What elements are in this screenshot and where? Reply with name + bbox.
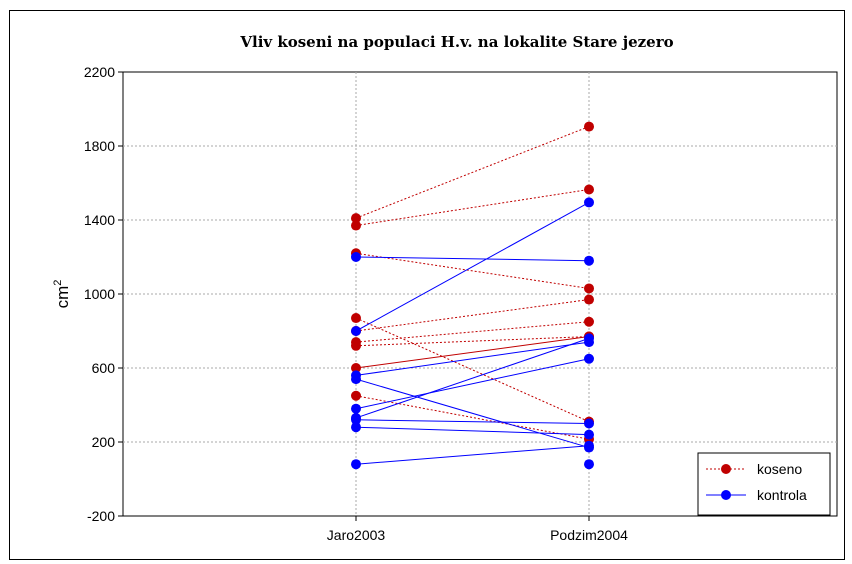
series-lines	[355, 126, 590, 465]
kontrola-data-point	[584, 353, 594, 364]
chart-title: Vliv koseni na populaci H.v. na lokalite…	[239, 33, 673, 51]
y-axis-ticks: -200 200 600 1000 1400 1800 2200	[84, 64, 123, 524]
y-axis-label-superscript: 2	[52, 280, 64, 286]
koseno-series-line	[355, 299, 590, 332]
kontrola-series-line	[355, 341, 590, 376]
kontrola-data-point	[351, 252, 361, 262]
koseno-data-point	[351, 220, 361, 231]
koseno-series-line	[355, 188, 590, 227]
koseno-solid-data-point	[351, 363, 361, 373]
koseno-data-point	[584, 283, 594, 294]
koseno-series-line	[355, 395, 590, 440]
koseno-data-point	[351, 390, 361, 401]
koseno-series-line	[355, 126, 590, 219]
kontrola-data-point	[584, 459, 594, 470]
x-axis-ticks: Jaro2003 Podzim2004	[327, 516, 628, 543]
y-tick-label: 1400	[84, 212, 115, 228]
gridlines	[123, 72, 837, 516]
koseno-data-point	[351, 213, 361, 224]
legend: koseno kontrola	[697, 452, 831, 516]
koseno-series-line	[355, 336, 590, 347]
kontrola-series-line	[355, 445, 590, 465]
kontrola-data-point	[584, 255, 594, 266]
y-tick-label: 1800	[84, 138, 115, 154]
koseno-series-line	[355, 252, 590, 289]
kontrola-data-point	[584, 440, 594, 451]
legend-koseno-marker	[721, 464, 731, 474]
kontrola-data-point	[584, 333, 594, 344]
y-axis-label: cm2	[52, 280, 72, 309]
kontrola-data-point	[351, 326, 361, 336]
x-tick-label: Jaro2003	[327, 527, 386, 543]
legend-kontrola-marker	[721, 490, 731, 500]
koseno-data-point	[351, 340, 361, 351]
legend-box	[697, 452, 831, 516]
kontrola-data-point	[351, 403, 361, 414]
kontrola-data-point	[351, 414, 361, 425]
koseno-solid-series-line	[355, 336, 590, 369]
koseno-data-point	[584, 316, 594, 327]
kontrola-data-point	[584, 418, 594, 429]
y-tick-label: 200	[92, 434, 116, 450]
kontrola-series-line	[355, 378, 590, 449]
y-tick-label: 2200	[84, 64, 115, 80]
kontrola-data-point	[351, 422, 361, 433]
kontrola-data-point	[351, 374, 361, 385]
kontrola-series-line	[355, 358, 590, 410]
legend-koseno-label: koseno	[757, 461, 802, 477]
koseno-data-point	[584, 184, 594, 195]
y-tick-label: -200	[87, 508, 115, 524]
koseno-data-point	[584, 294, 594, 305]
koseno-data-point	[584, 121, 594, 132]
kontrola-series-line	[355, 419, 590, 424]
x-tick-label: Podzim2004	[550, 527, 628, 543]
kontrola-series-line	[355, 337, 590, 419]
legend-kontrola-label: kontrola	[757, 487, 807, 503]
koseno-data-point	[351, 313, 361, 324]
kontrola-series-line	[355, 201, 590, 332]
kontrola-series-line	[355, 426, 590, 436]
kontrola-data-point	[351, 459, 361, 470]
koseno-series-line	[355, 317, 590, 423]
kontrola-series-line	[355, 256, 590, 262]
koseno-series-line	[355, 321, 590, 343]
series-points	[351, 121, 594, 470]
y-axis-label-text: cm	[53, 286, 72, 309]
y-tick-label: 1000	[84, 286, 115, 302]
kontrola-data-point	[584, 429, 594, 440]
y-tick-label: 600	[92, 360, 116, 376]
kontrola-data-point	[584, 197, 594, 208]
